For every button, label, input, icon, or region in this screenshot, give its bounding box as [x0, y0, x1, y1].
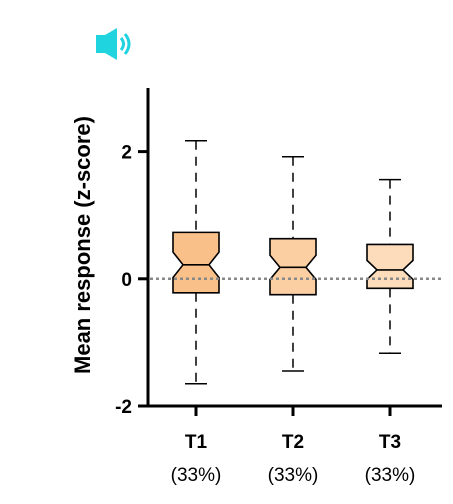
category-label: T2: [282, 432, 304, 453]
box-body: [172, 231, 220, 294]
axes: -2 0 2: [115, 88, 442, 418]
box-t1: [172, 140, 220, 385]
box-body: [366, 243, 414, 290]
category-sublabel: (33%): [365, 465, 416, 486]
category-label: T1: [185, 432, 208, 453]
category-sublabel: (33%): [171, 465, 222, 486]
category-label: T3: [379, 432, 401, 453]
speaker-icon[interactable]: [96, 28, 131, 60]
category-sublabel: (33%): [268, 465, 319, 486]
y-axis-title: Mean response (z-score): [70, 116, 95, 374]
y-tick-label: 0: [121, 270, 132, 291]
boxes: [172, 140, 414, 385]
box-t3: [366, 178, 414, 354]
box-t2: [269, 155, 317, 372]
x-labels: T1 (33%) T2 (33%) T3 (33%): [171, 432, 416, 486]
y-tick-label: -2: [115, 397, 132, 418]
y-tick-label: 2: [121, 143, 132, 164]
